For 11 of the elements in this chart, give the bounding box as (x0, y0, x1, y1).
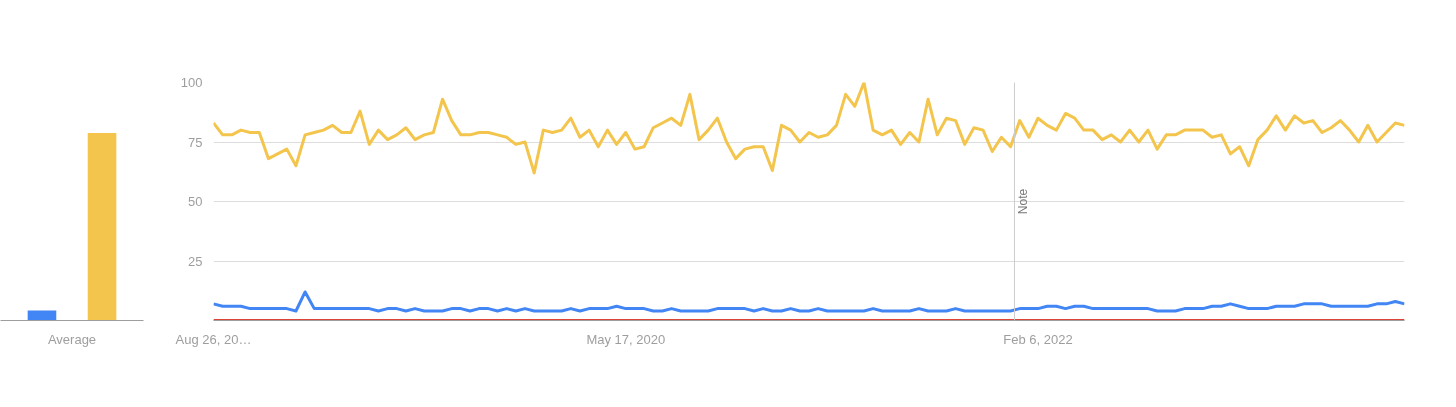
x-tick-label: Aug 26, 20… (175, 331, 252, 347)
x-tick-label: Average (47, 331, 97, 347)
ref-line-label: Note (1016, 188, 1031, 215)
x-tick-label: Feb 6, 2022 (1003, 331, 1073, 347)
y-tick-label: 100 (180, 75, 203, 90)
line-series (213, 82, 1405, 175)
x-tick-label: May 17, 2020 (586, 331, 666, 347)
line-series (213, 290, 1405, 313)
y-tick-label: 50 (188, 194, 203, 209)
y-tick-label: 75 (188, 134, 203, 150)
y-tick-label: 25 (188, 253, 203, 269)
